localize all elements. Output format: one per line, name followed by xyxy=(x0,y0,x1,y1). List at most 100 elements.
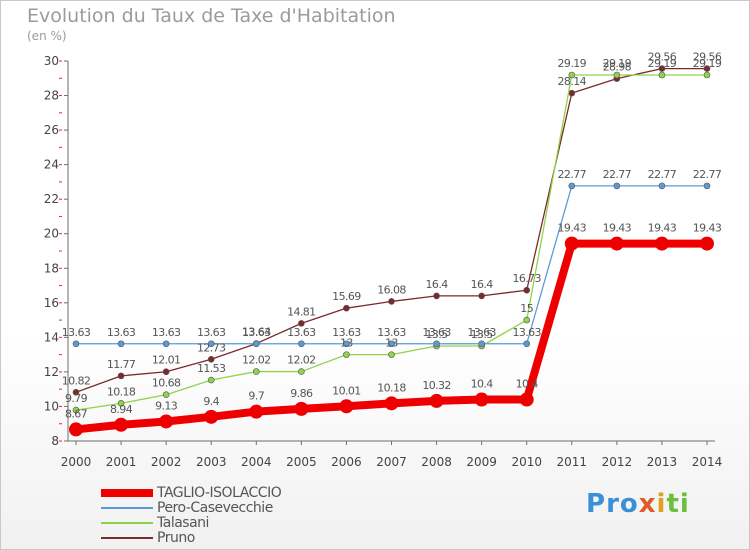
logo-letter: P xyxy=(586,489,607,519)
legend-label: Pero-Casevecchie xyxy=(157,499,273,516)
data-label: 29.19 xyxy=(693,57,722,70)
data-label: 29.19 xyxy=(603,57,632,70)
logo-letter: i xyxy=(679,489,690,519)
data-point xyxy=(252,340,260,348)
data-point xyxy=(207,376,215,384)
x-tick-label: 2014 xyxy=(692,455,723,469)
data-point xyxy=(658,65,666,72)
data-point xyxy=(433,292,440,300)
y-tick-label: 30 xyxy=(44,54,59,68)
data-label: 11.53 xyxy=(197,362,226,375)
data-point xyxy=(523,286,531,294)
data-point xyxy=(478,340,485,348)
data-label: 10.01 xyxy=(332,384,361,397)
data-label: 10.4 xyxy=(516,378,539,391)
data-point xyxy=(654,236,669,251)
y-tick-label: 8 xyxy=(51,434,59,448)
data-point xyxy=(162,340,170,348)
data-point xyxy=(523,316,531,324)
logo-letter: x xyxy=(638,489,657,519)
data-point xyxy=(72,406,80,414)
x-tick-label: 2007 xyxy=(376,455,407,469)
data-label: 16.73 xyxy=(512,272,541,285)
data-point xyxy=(519,392,534,407)
legend-item: TAGLIO-ISOLACCIO xyxy=(101,485,282,501)
data-label: 9.4 xyxy=(203,395,219,408)
data-label: 29.19 xyxy=(558,57,587,70)
data-label: 13.5 xyxy=(426,328,449,341)
x-tick-label: 2011 xyxy=(557,455,588,469)
y-tick-label: 16 xyxy=(44,296,59,310)
data-label: 10.18 xyxy=(377,381,406,394)
data-point xyxy=(433,340,440,348)
data-point xyxy=(700,236,714,251)
data-point xyxy=(204,409,219,424)
y-tick-label: 22 xyxy=(44,192,59,206)
data-label: 9.13 xyxy=(155,399,178,412)
data-label: 10.4 xyxy=(471,378,494,391)
data-label: 22.77 xyxy=(648,168,677,181)
data-label: 19.43 xyxy=(648,222,677,235)
data-point xyxy=(207,355,215,363)
data-point xyxy=(568,182,576,190)
data-label: 14.81 xyxy=(287,305,316,318)
legend-swatch xyxy=(101,521,153,524)
x-tick-label: 2010 xyxy=(511,455,542,469)
data-label: 13.63 xyxy=(107,326,136,339)
data-point xyxy=(429,393,444,408)
legend-item: Pruno xyxy=(101,530,281,546)
data-point xyxy=(343,351,350,358)
data-point xyxy=(703,71,711,79)
data-point xyxy=(388,298,395,305)
legend-swatch xyxy=(101,488,153,497)
y-tick-label: 10 xyxy=(44,399,59,413)
data-label: 9.79 xyxy=(65,392,88,405)
data-label: 28.14 xyxy=(558,75,587,88)
data-point xyxy=(564,236,579,251)
series-line xyxy=(75,185,708,345)
series-layer xyxy=(69,65,714,437)
data-point xyxy=(294,401,309,416)
data-point xyxy=(613,71,621,79)
data-label: 13.63 xyxy=(377,326,406,339)
data-label: 19.43 xyxy=(558,222,587,235)
y-tick-label: 18 xyxy=(44,261,59,275)
data-point xyxy=(658,71,666,79)
data-point xyxy=(72,340,80,348)
data-label: 10.82 xyxy=(62,374,91,387)
data-label: 10.68 xyxy=(152,377,181,390)
data-point xyxy=(568,89,576,97)
x-tick-label: 2008 xyxy=(421,455,452,469)
legend-swatch xyxy=(101,536,153,539)
data-point xyxy=(343,340,350,348)
data-point xyxy=(388,340,395,348)
data-point xyxy=(388,351,395,358)
x-tick-label: 2003 xyxy=(196,455,227,469)
logo-letter: r xyxy=(606,489,620,519)
x-tick-label: 2005 xyxy=(286,455,317,469)
data-point xyxy=(568,71,576,79)
data-label: 16.4 xyxy=(471,278,494,291)
data-label: 13 xyxy=(340,337,353,350)
legend-swatch xyxy=(101,506,153,509)
data-point xyxy=(474,392,489,407)
data-point xyxy=(703,182,711,190)
x-tick-label: 2002 xyxy=(151,455,182,469)
x-tick-label: 2001 xyxy=(106,455,137,469)
data-point xyxy=(162,368,170,376)
x-tick-label: 2000 xyxy=(61,455,92,469)
data-label: 19.43 xyxy=(693,222,722,235)
data-label: 12.02 xyxy=(287,354,316,367)
data-label: 8.67 xyxy=(65,407,88,420)
data-label: 13.5 xyxy=(471,328,494,341)
data-point xyxy=(117,340,125,348)
data-point xyxy=(69,422,83,437)
data-label: 9.7 xyxy=(248,390,264,403)
data-labels-layer: 10.82 11.77 12.01 12.73 13.64 14.81 15.69 16.08… xyxy=(62,51,723,421)
data-point xyxy=(298,320,305,327)
data-label: 29.56 xyxy=(648,51,677,64)
data-point xyxy=(249,404,264,419)
data-label: 13.63 xyxy=(422,326,451,339)
data-point xyxy=(339,399,354,414)
